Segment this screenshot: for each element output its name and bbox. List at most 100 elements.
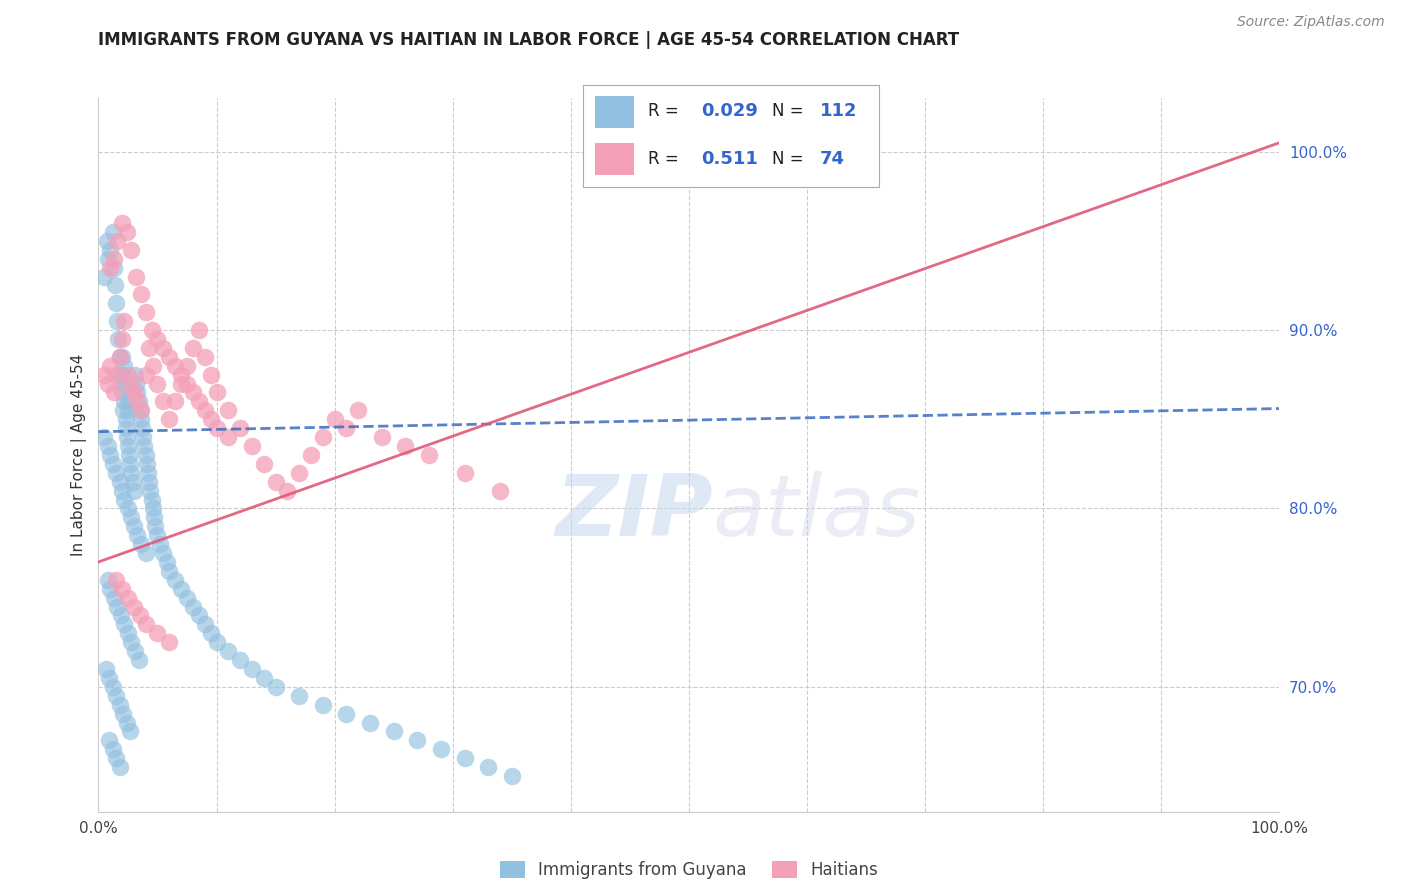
- Point: [229, 653, 252, 667]
- Point: [117, 439, 139, 453]
- Point: [124, 644, 146, 658]
- Point: [187, 323, 209, 337]
- Point: [128, 403, 150, 417]
- Text: 0.511: 0.511: [702, 150, 758, 168]
- Point: [200, 626, 222, 640]
- Point: [122, 385, 145, 400]
- Point: [138, 475, 160, 489]
- Point: [105, 466, 128, 480]
- Point: [477, 760, 499, 774]
- Point: [127, 528, 149, 542]
- Point: [165, 359, 187, 373]
- Point: [205, 421, 228, 435]
- Point: [312, 430, 335, 444]
- Point: [105, 689, 128, 703]
- Point: [121, 243, 143, 257]
- Point: [97, 376, 120, 391]
- Y-axis label: In Labor Force | Age 45-54: In Labor Force | Age 45-54: [72, 354, 87, 556]
- Point: [98, 260, 121, 275]
- Point: [194, 403, 217, 417]
- Point: [135, 305, 157, 319]
- Legend: Immigrants from Guyana, Haitians: Immigrants from Guyana, Haitians: [494, 854, 884, 886]
- Point: [112, 359, 135, 373]
- Text: R =: R =: [648, 150, 690, 168]
- Point: [181, 599, 204, 614]
- Point: [127, 394, 149, 409]
- Point: [120, 724, 142, 739]
- Point: [181, 385, 204, 400]
- Point: [132, 430, 155, 444]
- Point: [129, 537, 152, 551]
- Point: [165, 394, 187, 409]
- Point: [253, 671, 276, 685]
- Point: [139, 483, 162, 498]
- Point: [128, 394, 150, 409]
- FancyBboxPatch shape: [595, 144, 634, 175]
- Point: [200, 368, 222, 382]
- Point: [146, 626, 169, 640]
- Point: [418, 448, 440, 462]
- Point: [115, 715, 138, 730]
- Point: [205, 635, 228, 649]
- Point: [121, 376, 143, 391]
- Point: [105, 599, 128, 614]
- Point: [112, 706, 135, 721]
- Point: [125, 269, 148, 284]
- Point: [103, 385, 125, 400]
- Point: [117, 403, 139, 417]
- Point: [121, 635, 143, 649]
- Point: [93, 430, 115, 444]
- Point: [114, 421, 136, 435]
- Point: [117, 626, 139, 640]
- Text: 112: 112: [820, 103, 858, 120]
- Point: [103, 260, 125, 275]
- Point: [117, 591, 139, 605]
- Point: [187, 608, 209, 623]
- Point: [149, 537, 172, 551]
- Point: [98, 582, 121, 596]
- Point: [135, 546, 157, 560]
- Point: [121, 510, 143, 524]
- Point: [135, 457, 157, 471]
- Point: [111, 385, 134, 400]
- Point: [135, 617, 157, 632]
- Text: 0.029: 0.029: [702, 103, 758, 120]
- Point: [98, 671, 121, 685]
- Point: [152, 546, 174, 560]
- Point: [359, 715, 381, 730]
- Point: [406, 733, 429, 747]
- Point: [143, 519, 166, 533]
- Point: [101, 457, 124, 471]
- Point: [276, 483, 298, 498]
- Point: [111, 582, 134, 596]
- Point: [117, 368, 139, 382]
- Point: [110, 608, 132, 623]
- Point: [112, 492, 135, 507]
- Point: [217, 430, 239, 444]
- FancyBboxPatch shape: [595, 96, 634, 128]
- Point: [170, 582, 193, 596]
- Point: [97, 439, 120, 453]
- Point: [111, 216, 134, 230]
- Point: [127, 385, 149, 400]
- Point: [94, 662, 117, 676]
- Point: [108, 698, 131, 712]
- Point: [335, 706, 357, 721]
- Point: [205, 385, 228, 400]
- Point: [371, 430, 394, 444]
- Point: [105, 234, 128, 248]
- Point: [288, 466, 311, 480]
- Point: [240, 662, 263, 676]
- Point: [146, 528, 169, 542]
- Text: N =: N =: [772, 150, 810, 168]
- Point: [112, 403, 135, 417]
- Point: [299, 448, 322, 462]
- Text: Source: ZipAtlas.com: Source: ZipAtlas.com: [1237, 15, 1385, 29]
- Point: [181, 341, 204, 355]
- Point: [176, 376, 198, 391]
- Point: [101, 225, 124, 239]
- Point: [118, 448, 141, 462]
- Point: [129, 403, 152, 417]
- Point: [156, 555, 179, 569]
- Point: [194, 350, 217, 364]
